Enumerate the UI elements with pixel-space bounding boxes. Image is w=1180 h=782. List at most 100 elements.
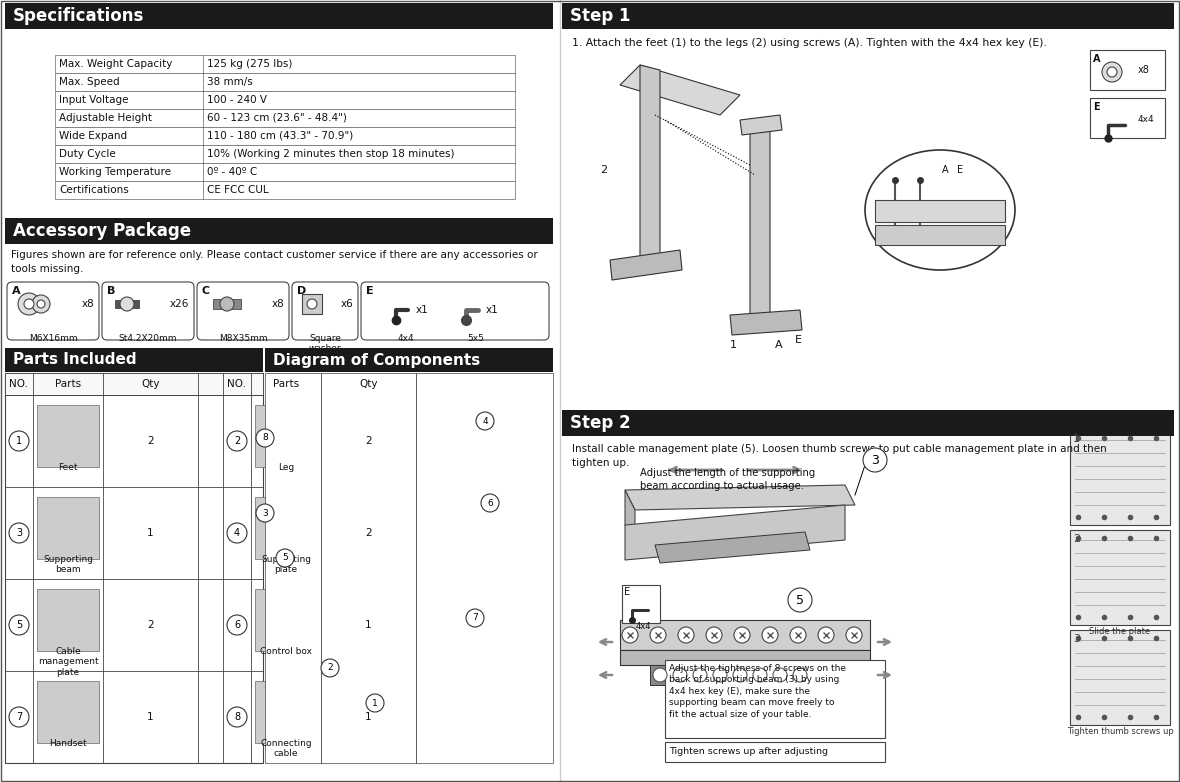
- Text: 2: 2: [148, 436, 153, 446]
- Text: 4: 4: [483, 417, 487, 425]
- Bar: [562, 3, 1174, 29]
- Text: E: E: [1093, 102, 1100, 112]
- Circle shape: [753, 668, 767, 682]
- FancyBboxPatch shape: [361, 282, 549, 340]
- Text: 10% (Working 2 minutes then stop 18 minutes): 10% (Working 2 minutes then stop 18 minu…: [206, 149, 454, 159]
- Text: 5: 5: [282, 554, 288, 562]
- Text: Qty: Qty: [142, 379, 159, 389]
- Text: 38 mm/s: 38 mm/s: [206, 77, 253, 87]
- Circle shape: [693, 668, 707, 682]
- Text: NO.: NO.: [9, 379, 28, 389]
- Bar: [255, 497, 317, 559]
- Circle shape: [818, 627, 834, 643]
- Circle shape: [762, 627, 778, 643]
- Bar: [55, 109, 514, 127]
- Text: Parts: Parts: [273, 379, 299, 389]
- Circle shape: [466, 609, 484, 627]
- Text: 1: 1: [372, 698, 378, 708]
- Bar: [1090, 50, 1165, 90]
- Text: Install cable management plate (5). Loosen thumb screws to put cable management : Install cable management plate (5). Loos…: [572, 444, 1107, 468]
- Text: NO.: NO.: [228, 379, 247, 389]
- FancyBboxPatch shape: [101, 282, 194, 340]
- Ellipse shape: [865, 150, 1015, 270]
- Bar: [622, 585, 660, 623]
- Bar: [1090, 98, 1165, 138]
- Circle shape: [32, 295, 50, 313]
- FancyBboxPatch shape: [291, 282, 358, 340]
- Text: 2: 2: [599, 165, 608, 175]
- Circle shape: [24, 299, 34, 309]
- Text: 1. Attach the feet (1) to the legs (2) using screws (A). Tighten with the 4x4 he: 1. Attach the feet (1) to the legs (2) u…: [572, 38, 1047, 48]
- Circle shape: [227, 523, 247, 543]
- Circle shape: [276, 549, 294, 567]
- Polygon shape: [740, 115, 782, 135]
- Text: 5: 5: [796, 594, 804, 607]
- Circle shape: [9, 523, 30, 543]
- Bar: [55, 145, 514, 163]
- Circle shape: [673, 668, 687, 682]
- Circle shape: [9, 707, 30, 727]
- Polygon shape: [610, 250, 682, 280]
- Circle shape: [773, 668, 787, 682]
- Text: x8: x8: [271, 299, 284, 309]
- Text: 2: 2: [327, 663, 333, 673]
- Circle shape: [734, 627, 750, 643]
- Bar: [37, 589, 99, 651]
- FancyBboxPatch shape: [7, 282, 99, 340]
- Polygon shape: [640, 65, 660, 265]
- Text: Control box: Control box: [260, 647, 312, 656]
- Circle shape: [713, 668, 727, 682]
- Text: Supporting
beam: Supporting beam: [42, 555, 93, 575]
- Bar: [214, 299, 241, 309]
- Bar: [114, 300, 139, 308]
- Text: M6X16mm: M6X16mm: [28, 334, 78, 343]
- Text: E: E: [366, 286, 374, 296]
- Circle shape: [706, 627, 722, 643]
- Polygon shape: [295, 443, 315, 663]
- Text: x26: x26: [170, 299, 189, 309]
- Text: Leg: Leg: [277, 463, 294, 472]
- Bar: [5, 373, 263, 763]
- Bar: [266, 348, 553, 372]
- Circle shape: [846, 627, 863, 643]
- Text: 1: 1: [17, 436, 22, 446]
- Bar: [1070, 630, 1171, 725]
- Text: 8: 8: [234, 712, 240, 722]
- Polygon shape: [620, 65, 740, 115]
- Circle shape: [476, 412, 494, 430]
- Text: Figures shown are for reference only. Please contact customer service if there a: Figures shown are for reference only. Pl…: [11, 250, 538, 274]
- Bar: [37, 497, 99, 559]
- Polygon shape: [625, 490, 635, 545]
- Text: Square
washer: Square washer: [309, 334, 341, 353]
- Bar: [666, 742, 885, 762]
- Polygon shape: [275, 653, 335, 681]
- Text: 5: 5: [15, 620, 22, 630]
- Text: Supporting
plate: Supporting plate: [261, 555, 312, 575]
- Text: Step 1: Step 1: [570, 7, 630, 25]
- Text: Handset: Handset: [50, 739, 87, 748]
- Text: Max. Speed: Max. Speed: [59, 77, 119, 87]
- Text: Parts: Parts: [55, 379, 81, 389]
- Bar: [620, 650, 870, 665]
- Text: 125 kg (275 lbs): 125 kg (275 lbs): [206, 59, 293, 69]
- Polygon shape: [295, 423, 485, 458]
- Polygon shape: [655, 532, 809, 563]
- FancyBboxPatch shape: [197, 282, 289, 340]
- Bar: [5, 373, 263, 395]
- Text: 2: 2: [1073, 534, 1080, 544]
- Circle shape: [37, 300, 45, 308]
- Text: x8: x8: [1138, 65, 1149, 75]
- Text: Accessory Package: Accessory Package: [13, 222, 191, 240]
- Polygon shape: [625, 485, 855, 510]
- Text: x8: x8: [81, 299, 94, 309]
- Text: Diagram of Components: Diagram of Components: [273, 353, 480, 368]
- Circle shape: [321, 659, 339, 677]
- Text: Specifications: Specifications: [13, 7, 144, 25]
- Polygon shape: [730, 310, 802, 335]
- Bar: [255, 589, 317, 651]
- Bar: [650, 665, 830, 685]
- Text: Feet: Feet: [58, 463, 78, 472]
- Text: Wide Expand: Wide Expand: [59, 131, 127, 141]
- Text: Tighten thumb screws up: Tighten thumb screws up: [1067, 727, 1173, 736]
- Text: 110 - 180 cm (43.3" - 70.9"): 110 - 180 cm (43.3" - 70.9"): [206, 131, 353, 141]
